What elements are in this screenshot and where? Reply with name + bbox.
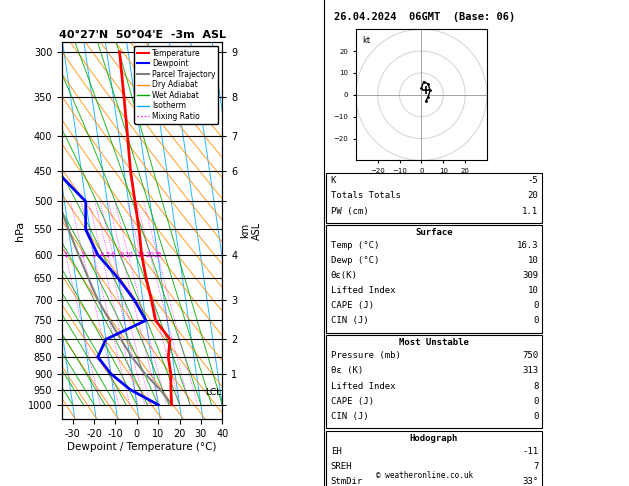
Text: 16.3: 16.3 <box>517 241 538 250</box>
Text: 4: 4 <box>99 252 104 258</box>
Text: CIN (J): CIN (J) <box>331 316 369 326</box>
Text: EH: EH <box>331 447 342 456</box>
Text: CAPE (J): CAPE (J) <box>331 301 374 311</box>
Text: 20: 20 <box>146 252 155 258</box>
Text: kt: kt <box>362 35 370 45</box>
Text: -11: -11 <box>522 447 538 456</box>
Text: 750: 750 <box>522 351 538 361</box>
Text: PW (cm): PW (cm) <box>331 207 369 216</box>
Text: 309: 309 <box>522 271 538 280</box>
Text: 20: 20 <box>528 191 538 201</box>
Text: 15: 15 <box>136 252 145 258</box>
Text: 1: 1 <box>64 252 68 258</box>
Text: 2: 2 <box>81 252 85 258</box>
Text: 10: 10 <box>124 252 133 258</box>
Text: 8: 8 <box>533 382 538 391</box>
Text: 33°: 33° <box>522 477 538 486</box>
Text: 7: 7 <box>533 462 538 471</box>
Text: 3: 3 <box>91 252 96 258</box>
Text: 26.04.2024  06GMT  (Base: 06): 26.04.2024 06GMT (Base: 06) <box>334 12 515 22</box>
Y-axis label: hPa: hPa <box>15 220 25 241</box>
Text: CAPE (J): CAPE (J) <box>331 397 374 406</box>
Text: K: K <box>331 176 337 186</box>
Text: © weatheronline.co.uk: © weatheronline.co.uk <box>376 471 473 480</box>
X-axis label: Dewpoint / Temperature (°C): Dewpoint / Temperature (°C) <box>67 442 217 451</box>
Text: 0: 0 <box>533 301 538 311</box>
Text: StmDir: StmDir <box>331 477 363 486</box>
Text: θε(K): θε(K) <box>331 271 358 280</box>
Text: Pressure (mb): Pressure (mb) <box>331 351 401 361</box>
Text: LCL: LCL <box>205 388 221 397</box>
Text: Temp (°C): Temp (°C) <box>331 241 379 250</box>
Text: 1.1: 1.1 <box>522 207 538 216</box>
Text: Surface: Surface <box>415 228 452 237</box>
Text: -5: -5 <box>528 176 538 186</box>
Text: 5: 5 <box>106 252 110 258</box>
Text: 25: 25 <box>153 252 162 258</box>
Text: Hodograph: Hodograph <box>409 434 458 443</box>
Legend: Temperature, Dewpoint, Parcel Trajectory, Dry Adiabat, Wet Adiabat, Isotherm, Mi: Temperature, Dewpoint, Parcel Trajectory… <box>135 46 218 124</box>
Y-axis label: km
ASL: km ASL <box>240 221 262 240</box>
Text: SREH: SREH <box>331 462 352 471</box>
Text: 10: 10 <box>528 256 538 265</box>
Text: 0: 0 <box>533 316 538 326</box>
Text: 8: 8 <box>120 252 124 258</box>
Text: Most Unstable: Most Unstable <box>399 338 469 347</box>
Text: 10: 10 <box>528 286 538 295</box>
Text: 0: 0 <box>533 397 538 406</box>
Text: 0: 0 <box>533 412 538 421</box>
Text: 6: 6 <box>111 252 115 258</box>
Text: 313: 313 <box>522 366 538 376</box>
Text: CIN (J): CIN (J) <box>331 412 369 421</box>
Text: Lifted Index: Lifted Index <box>331 382 396 391</box>
Text: Dewp (°C): Dewp (°C) <box>331 256 379 265</box>
Text: θε (K): θε (K) <box>331 366 363 376</box>
Text: Lifted Index: Lifted Index <box>331 286 396 295</box>
Title: 40°27'N  50°04'E  -3m  ASL: 40°27'N 50°04'E -3m ASL <box>58 30 226 39</box>
Text: Totals Totals: Totals Totals <box>331 191 401 201</box>
